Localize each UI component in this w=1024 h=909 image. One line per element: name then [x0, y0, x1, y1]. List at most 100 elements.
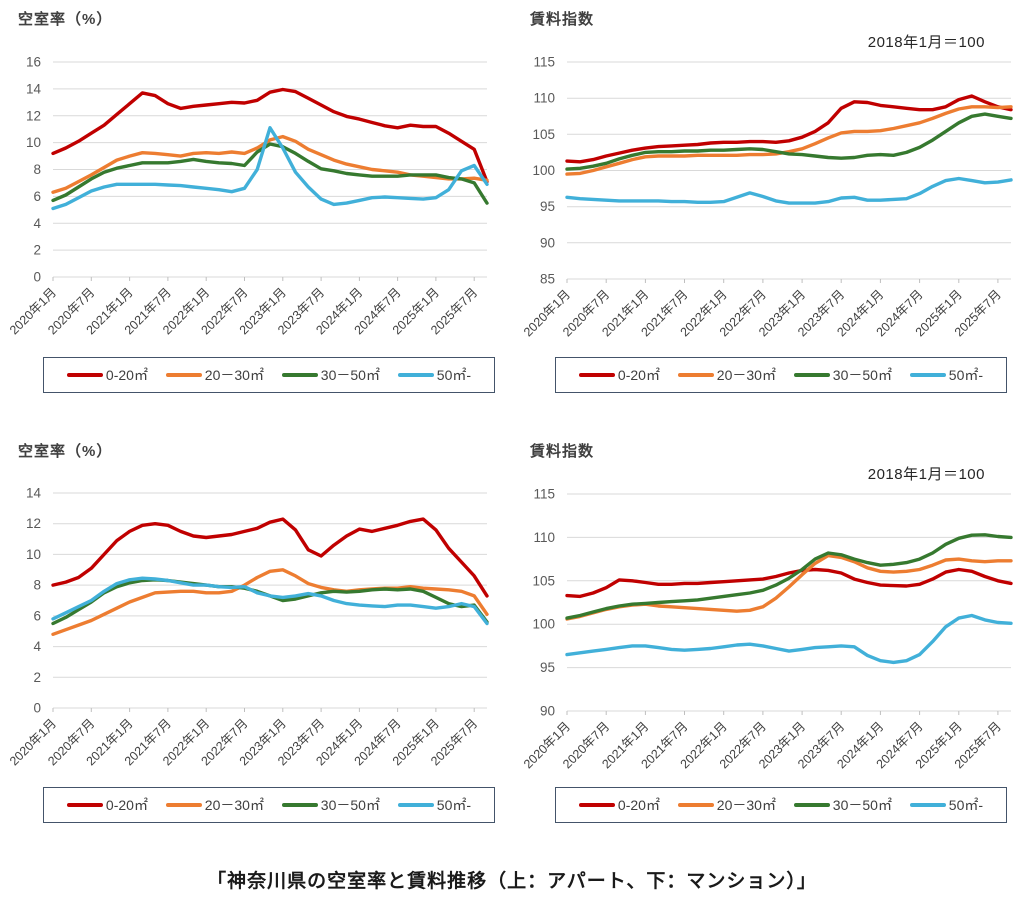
- y-tick-label: 0: [33, 270, 41, 285]
- legend-apartment-vacancy: 0-20㎡ 20－30㎡ 30－50㎡ 50㎡-: [43, 357, 495, 393]
- series-line-size-30-50: [565, 533, 1013, 620]
- legend-swatch-size-50plus: [909, 803, 946, 807]
- legend-item-size-0-20: 0-20㎡: [66, 795, 148, 815]
- legend-item-size-20-30: 20－30㎡: [165, 365, 264, 385]
- legend-mansion-vacancy: 0-20㎡ 20－30㎡ 30－50㎡ 50㎡-: [43, 787, 495, 823]
- base-annotation-apartment: 2018年1月＝100: [867, 34, 985, 51]
- series-line-size-30-50: [51, 142, 489, 205]
- y-tick-label: 10: [26, 547, 41, 562]
- y-tick-label: 0: [33, 701, 41, 716]
- chart-title-apartment-rent: 賃料指数: [530, 11, 595, 28]
- legend-swatch-size-50plus: [397, 803, 434, 807]
- legend-label: 20－30㎡: [204, 797, 264, 813]
- series-line-size-50plus: [51, 576, 489, 626]
- series-line-size-20-30: [51, 568, 489, 636]
- y-tick-label: 4: [33, 639, 41, 654]
- figure-caption: 「神奈川県の空室率と賃料推移（上：アパート、下：マンション）」: [207, 871, 817, 892]
- y-tick-label: 95: [540, 660, 555, 675]
- legend-swatch-size-20-30: [677, 373, 714, 377]
- legend-label: 50㎡-: [948, 797, 984, 813]
- y-tick-label: 6: [33, 608, 41, 623]
- chart-title-apartment-vacancy: 空室率（%）: [18, 11, 113, 28]
- y-tick-label: 14: [26, 81, 42, 96]
- legend-label: 0-20㎡: [617, 797, 660, 813]
- legend-item-size-20-30: 20－30㎡: [165, 795, 264, 815]
- chart-title-mansion-rent: 賃料指数: [530, 443, 595, 460]
- chart-apartment-rent: 1151101051009590852020年1月2020年7月2021年1月2…: [521, 55, 1013, 339]
- y-tick-label: 110: [533, 530, 555, 545]
- legend-swatch-size-20-30: [165, 373, 202, 377]
- y-tick-label: 14: [26, 486, 42, 501]
- legend-item-size-50plus: 50㎡-: [397, 795, 472, 815]
- chart-mansion-vacancy: 141210864202020年1月2020年7月2021年1月2021年7月2…: [7, 486, 489, 768]
- base-annotation-mansion: 2018年1月＝100: [867, 466, 985, 483]
- legend-label: 30－50㎡: [832, 367, 892, 383]
- y-tick-label: 12: [26, 516, 41, 531]
- legend-swatch-size-20-30: [165, 803, 202, 807]
- legend-label: 50㎡-: [436, 797, 472, 813]
- y-tick-label: 8: [33, 162, 41, 177]
- y-tick-label: 100: [532, 163, 555, 178]
- legend-item-size-30-50: 30－50㎡: [281, 795, 380, 815]
- chart-mansion-rent: 11511010510095902020年1月2020年7月2021年1月202…: [521, 487, 1013, 771]
- y-tick-label: 16: [26, 55, 41, 70]
- y-tick-label: 95: [540, 199, 555, 214]
- y-tick-label: 105: [532, 127, 555, 142]
- legend-item-size-30-50: 30－50㎡: [793, 365, 892, 385]
- legend-item-size-0-20: 0-20㎡: [66, 365, 148, 385]
- y-tick-label: 8: [33, 578, 41, 593]
- series-line-size-50plus: [51, 126, 489, 211]
- legend-label: 20－30㎡: [204, 367, 264, 383]
- y-tick-label: 100: [532, 617, 555, 632]
- legend-item-size-20-30: 20－30㎡: [677, 795, 776, 815]
- legend-swatch-size-20-30: [677, 803, 714, 807]
- legend-label: 20－30㎡: [716, 797, 776, 813]
- series-line-size-50plus: [565, 176, 1013, 205]
- y-tick-label: 4: [33, 216, 41, 231]
- y-tick-label: 2: [33, 670, 41, 685]
- legend-label: 50㎡-: [436, 367, 472, 383]
- legend-swatch-size-50plus: [397, 373, 434, 377]
- legend-label: 20－30㎡: [716, 367, 776, 383]
- y-tick-label: 115: [533, 487, 555, 502]
- series-line-size-0-20: [565, 94, 1013, 164]
- legend-item-size-50plus: 50㎡-: [909, 795, 984, 815]
- y-tick-label: 110: [533, 91, 555, 106]
- legend-item-size-50plus: 50㎡-: [397, 365, 472, 385]
- legend-label: 0-20㎡: [105, 367, 148, 383]
- chart-title-mansion-vacancy: 空室率（%）: [18, 443, 113, 460]
- legend-mansion-rent: 0-20㎡ 20－30㎡ 30－50㎡ 50㎡-: [555, 787, 1007, 823]
- legend-swatch-size-50plus: [909, 373, 946, 377]
- legend-swatch-size-0-20: [578, 373, 615, 377]
- legend-item-size-30-50: 30－50㎡: [281, 365, 380, 385]
- series-line-size-0-20: [51, 517, 489, 598]
- legend-swatch-size-30-50: [793, 373, 830, 377]
- y-tick-label: 105: [532, 573, 555, 588]
- legend-label: 30－50㎡: [832, 797, 892, 813]
- legend-swatch-size-0-20: [66, 373, 103, 377]
- series-line-size-20-30: [565, 553, 1013, 621]
- legend-swatch-size-0-20: [66, 803, 103, 807]
- legend-apartment-rent: 0-20㎡ 20－30㎡ 30－50㎡ 50㎡-: [555, 357, 1007, 393]
- legend-item-size-30-50: 30－50㎡: [793, 795, 892, 815]
- series-line-size-0-20: [565, 567, 1013, 599]
- legend-swatch-size-30-50: [281, 803, 318, 807]
- y-tick-label: 90: [540, 235, 555, 250]
- y-tick-label: 10: [26, 135, 41, 150]
- series-line-size-20-30: [565, 105, 1013, 176]
- series-line-size-30-50: [565, 112, 1013, 171]
- legend-item-size-0-20: 0-20㎡: [578, 795, 660, 815]
- series-line-size-50plus: [565, 613, 1013, 665]
- y-tick-label: 115: [533, 55, 555, 70]
- legend-label: 0-20㎡: [105, 797, 148, 813]
- legend-item-size-20-30: 20－30㎡: [677, 365, 776, 385]
- y-tick-label: 6: [33, 189, 41, 204]
- legend-label: 0-20㎡: [617, 367, 660, 383]
- legend-swatch-size-30-50: [793, 803, 830, 807]
- legend-label: 50㎡-: [948, 367, 984, 383]
- y-tick-label: 2: [33, 243, 41, 258]
- series-line-size-0-20: [51, 87, 489, 184]
- y-tick-label: 12: [26, 108, 41, 123]
